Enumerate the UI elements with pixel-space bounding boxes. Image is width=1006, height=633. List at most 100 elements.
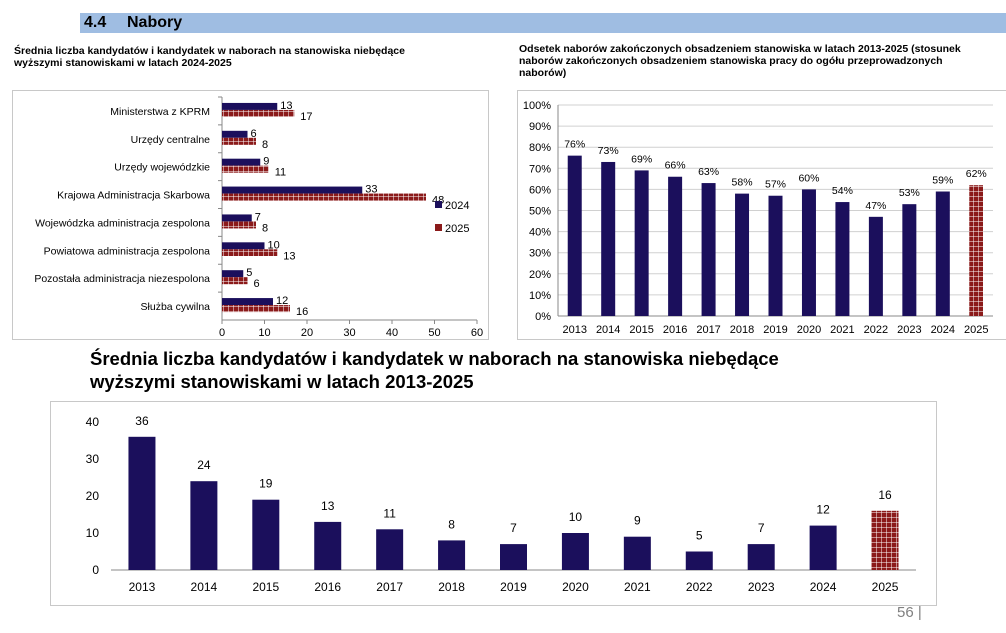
chart3-bar <box>252 499 280 570</box>
chart3-x-tick-label: 2017 <box>376 580 403 594</box>
chart1-category-label: Wojewódzka administracja zespolona <box>35 217 210 229</box>
chart1-value-label-2024: 10 <box>268 239 280 251</box>
chart2-bar <box>768 195 783 316</box>
chart2-bar <box>969 185 984 316</box>
chart3-value-label: 7 <box>510 521 517 535</box>
chart2-y-tick-label: 60% <box>529 184 551 196</box>
chart3-value-label: 7 <box>758 521 765 535</box>
chart1-bar-2024 <box>222 158 261 166</box>
chart1-value-label-2025: 8 <box>262 222 268 234</box>
chart1-bar-2025 <box>222 109 295 117</box>
chart1-x-tick-label: 20 <box>301 327 313 339</box>
chart1-value-label-2025: 8 <box>262 139 268 151</box>
chart1-value-label-2024: 33 <box>365 184 377 196</box>
chart1-bar-2025 <box>222 137 256 145</box>
chart3-x-tick-label: 2019 <box>500 580 527 594</box>
chart3-bar <box>623 536 651 570</box>
chart2-x-tick-label: 2020 <box>797 324 821 336</box>
chart2-bar <box>801 189 816 316</box>
chart2-bar <box>634 170 649 316</box>
chart-candidates-2013-2025: 0 10 20 30 40 36 2013 24 2014 19 2015 13 2016 11 2017 8… <box>50 401 937 606</box>
chart3-svg: 0 10 20 30 40 36 2013 24 2014 19 2015 13 2016 11 2017 8… <box>86 414 916 594</box>
chart3-value-label: 8 <box>448 517 455 531</box>
chart2-bar <box>567 155 582 316</box>
chart2-x-tick-label: 2018 <box>730 324 754 336</box>
chart2-x-tick-label: 2025 <box>964 324 988 336</box>
chart2-y-tick-label: 10% <box>529 290 551 302</box>
chart1-svg: 0 10 20 30 40 50 60 Ministerstwa z KPRM 13 17 Urzę… <box>34 96 483 339</box>
chart2-y-tick-label: 0% <box>535 311 551 323</box>
chart3-x-tick-label: 2018 <box>438 580 465 594</box>
chart2-value-label: 62% <box>966 168 987 180</box>
chart1-category-label: Pozostała administracja niezespolona <box>34 273 210 285</box>
chart2-y-tick-label: 100% <box>523 100 551 112</box>
chart3-y-tick-label: 0 <box>92 563 99 577</box>
chart1-bar-2024 <box>222 130 248 138</box>
chart2-value-label: 47% <box>865 200 886 212</box>
chart1-category-label: Ministerstwa z KPRM <box>110 106 210 118</box>
chart2-x-tick-label: 2019 <box>763 324 787 336</box>
chart2-x-tick-label: 2013 <box>562 324 586 336</box>
chart2-x-tick-label: 2022 <box>864 324 888 336</box>
chart2-value-label: 60% <box>798 172 819 184</box>
chart2-x-tick-label: 2024 <box>931 324 955 336</box>
chart2-value-label: 76% <box>564 139 585 151</box>
chart2-value-label: 66% <box>665 160 686 172</box>
chart2-y-tick-label: 80% <box>529 142 551 154</box>
chart1-category-label: Urzędy centralne <box>131 134 211 146</box>
chart1-x-tick-label: 0 <box>219 327 225 339</box>
chart2-x-tick-label: 2015 <box>629 324 653 336</box>
chart-candidates-2024-2025: 0 10 20 30 40 50 60 Ministerstwa z KPRM 13 17 Urzę… <box>12 90 489 340</box>
chart1-value-label-2025: 17 <box>300 111 312 123</box>
chart1-legend-swatch-2024 <box>435 201 442 208</box>
chart3-x-tick-label: 2022 <box>686 580 713 594</box>
chart3-value-label: 19 <box>259 477 273 491</box>
chart2-value-label: 58% <box>732 177 753 189</box>
chart1-bar-2024 <box>222 102 278 110</box>
chart2-bar <box>601 161 616 316</box>
chart-recruitment-success-rate: 0% 10% 20% 30% 40% 50% 60% 70% 80% 90% 100% 76% 2013… <box>517 90 1006 340</box>
chart2-svg: 0% 10% 20% 30% 40% 50% 60% 70% 80% 90% 100% 76% 2013… <box>523 100 993 336</box>
chart3-bar <box>128 436 156 570</box>
chart1-value-label-2025: 13 <box>283 250 295 262</box>
chart2-title: Odsetek naborów zakończonych obsadzeniem… <box>519 43 961 79</box>
chart1-value-label-2024: 9 <box>263 156 269 168</box>
chart1-bar-2025 <box>222 249 278 257</box>
chart3-x-tick-label: 2013 <box>129 580 156 594</box>
chart3-bar <box>561 533 589 570</box>
chart3-value-label: 11 <box>383 506 396 520</box>
chart3-x-tick-label: 2024 <box>810 580 837 594</box>
chart3-x-tick-label: 2014 <box>191 580 218 594</box>
chart2-value-label: 54% <box>832 185 853 197</box>
chart1-value-label-2025: 11 <box>275 167 286 179</box>
chart1-x-tick-label: 30 <box>343 327 355 339</box>
chart3-value-label: 12 <box>816 503 830 517</box>
chart1-bar-2024 <box>222 214 252 222</box>
chart3-x-tick-label: 2021 <box>624 580 651 594</box>
chart3-x-tick-label: 2020 <box>562 580 589 594</box>
chart1-bar-2025 <box>222 221 256 229</box>
chart1-category-label: Służba cywilna <box>141 301 211 313</box>
chart2-bar <box>935 191 950 316</box>
chart2-y-tick-label: 50% <box>529 206 551 218</box>
chart3-value-label: 10 <box>569 510 583 524</box>
chart1-value-label-2024: 7 <box>255 211 261 223</box>
chart1-category-label: Urzędy wojewódzkie <box>114 162 210 174</box>
chart1-x-tick-label: 40 <box>386 327 398 339</box>
chart1-bar-2024 <box>222 298 273 306</box>
section-number: 4.4 <box>84 14 107 31</box>
chart2-x-tick-label: 2021 <box>830 324 854 336</box>
section-title: Nabory <box>127 14 183 31</box>
chart3-bar <box>871 510 899 570</box>
chart1-category-label: Powiatowa administracja zespolona <box>44 245 210 257</box>
chart2-x-tick-label: 2017 <box>696 324 720 336</box>
chart3-y-tick-label: 30 <box>86 452 100 466</box>
chart1-category-label: Krajowa Administracja Skarbowa <box>57 190 210 202</box>
chart2-bar <box>835 202 850 316</box>
chart1-value-label-2024: 12 <box>276 295 288 307</box>
chart2-value-label: 73% <box>598 145 619 157</box>
chart3-bar <box>747 544 775 570</box>
chart1-value-label-2024: 13 <box>280 100 292 112</box>
chart2-value-label: 59% <box>932 175 953 187</box>
chart3-title: Średnia liczba kandydatów i kandydatek w… <box>90 348 779 392</box>
